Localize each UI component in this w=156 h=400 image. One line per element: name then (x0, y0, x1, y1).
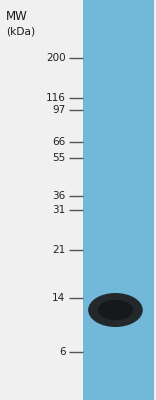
Text: 31: 31 (52, 205, 66, 215)
Text: 55: 55 (52, 153, 66, 163)
Text: 116: 116 (46, 93, 66, 103)
Text: 36: 36 (52, 191, 66, 201)
Ellipse shape (88, 293, 143, 327)
Text: 14: 14 (52, 293, 66, 303)
Bar (83, 0, 154, 400)
Text: 6: 6 (59, 347, 66, 357)
Text: 66: 66 (52, 137, 66, 147)
Ellipse shape (98, 300, 133, 320)
Text: MW: MW (6, 10, 28, 23)
Text: (kDa): (kDa) (6, 26, 35, 36)
Text: 97: 97 (52, 105, 66, 115)
Text: 200: 200 (46, 53, 66, 63)
Text: 21: 21 (52, 245, 66, 255)
